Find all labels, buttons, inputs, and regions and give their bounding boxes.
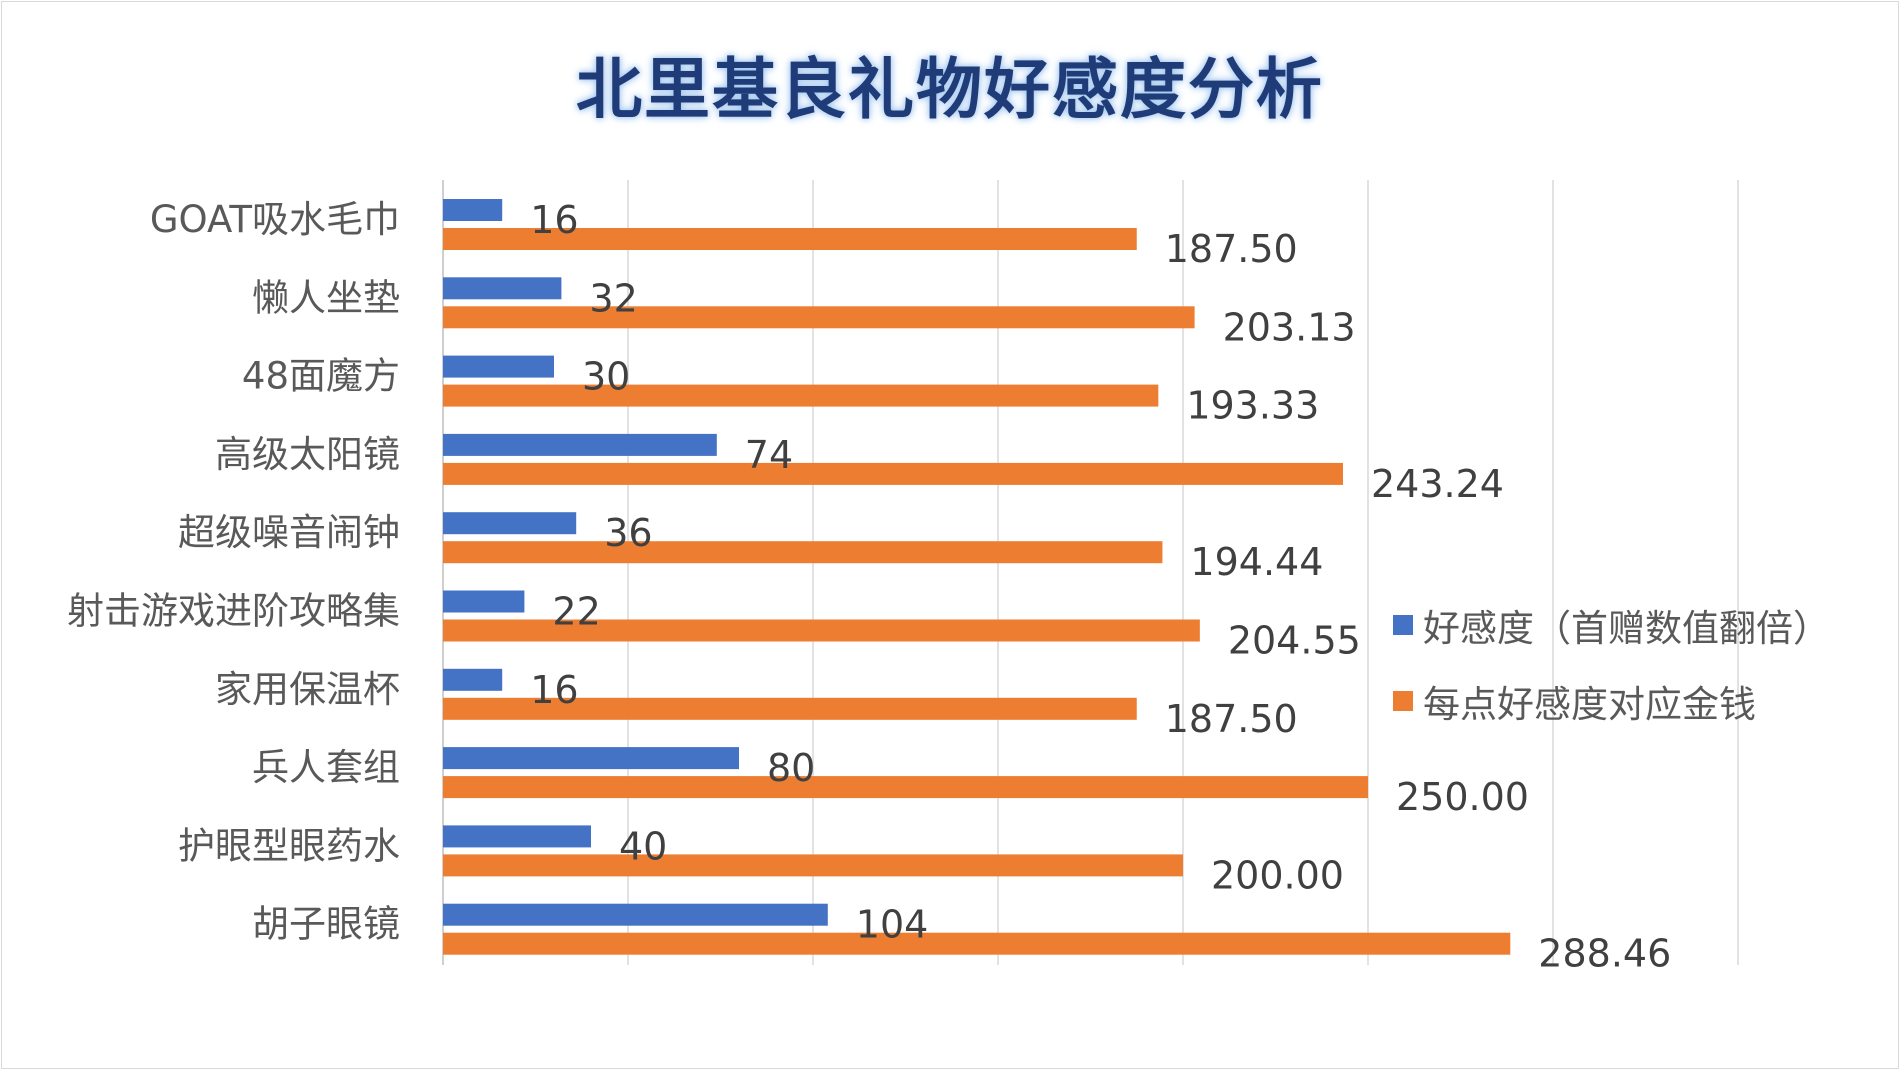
- bar-money: [443, 462, 1343, 485]
- bar-affection: [443, 199, 503, 221]
- legend-item-affection: 好感度（首赠数值翻倍）: [1393, 605, 1830, 650]
- bar-affection: [443, 668, 503, 691]
- value-label-money: 187.50: [1165, 697, 1298, 741]
- bar-money: [443, 854, 1183, 877]
- category-label: 超级噪音闹钟: [178, 511, 400, 554]
- category-label: GOAT吸水毛巾: [150, 198, 400, 241]
- value-label-affection: 22: [552, 590, 600, 634]
- value-label-money: 204.55: [1228, 619, 1361, 663]
- category-label: 48面魔方: [242, 355, 400, 398]
- category-label: 懒人坐垫: [252, 276, 400, 319]
- bars: [443, 199, 1511, 955]
- bar-affection: [443, 512, 577, 535]
- bar-money: [443, 619, 1200, 642]
- category-label: 胡子眼镜: [252, 903, 400, 946]
- bar-affection: [443, 277, 562, 300]
- bar-affection: [443, 747, 739, 770]
- chart-title: 北里基良礼物好感度分析: [576, 51, 1324, 128]
- value-label-affection: 36: [604, 511, 652, 555]
- bar-affection: [443, 355, 554, 378]
- bar-money: [443, 384, 1159, 407]
- bar-money: [443, 697, 1137, 720]
- value-labels: 16 187.50 32 203.13 30 193.33 74 243.24 36 194.44…: [530, 198, 1671, 976]
- bar-affection: [443, 825, 591, 848]
- category-label: 兵人套组: [252, 746, 400, 789]
- value-label-money: 187.50: [1165, 227, 1298, 271]
- value-label-affection: 40: [619, 824, 667, 868]
- value-label-affection: 104: [856, 903, 929, 947]
- legend-swatch-affection: [1393, 615, 1413, 635]
- value-label-money: 193.33: [1186, 384, 1319, 428]
- bar-money: [443, 541, 1163, 564]
- value-label-money: 203.13: [1223, 305, 1356, 349]
- legend-label-money: 每点好感度对应金钱: [1423, 683, 1756, 726]
- bar-money: [443, 776, 1368, 799]
- category-label: 高级太阳镜: [215, 433, 400, 476]
- bar-money: [443, 932, 1511, 955]
- value-label-affection: 30: [582, 355, 630, 399]
- legend-item-money: 每点好感度对应金钱: [1393, 681, 1830, 726]
- bar-affection: [443, 903, 828, 926]
- category-label: 护眼型眼药水: [178, 824, 400, 867]
- value-label-affection: 74: [745, 433, 793, 477]
- value-label-money: 288.46: [1538, 932, 1671, 976]
- value-label-affection: 16: [530, 668, 578, 712]
- value-label-money: 194.44: [1190, 540, 1323, 584]
- legend-label-affection: 好感度（首赠数值翻倍）: [1423, 607, 1830, 650]
- value-label-affection: 80: [767, 746, 815, 790]
- legend: 好感度（首赠数值翻倍） 每点好感度对应金钱: [1393, 605, 1830, 757]
- legend-swatch-money: [1393, 691, 1413, 711]
- category-label: 家用保温杯: [215, 668, 400, 711]
- bar-money: [443, 228, 1137, 250]
- value-label-affection: 16: [530, 198, 578, 242]
- value-label-money: 250.00: [1396, 775, 1529, 819]
- bar-money: [443, 306, 1195, 329]
- category-label: 射击游戏进阶攻略集: [67, 590, 400, 633]
- bar-affection: [443, 590, 525, 613]
- value-label-affection: 32: [589, 276, 637, 320]
- value-label-money: 243.24: [1371, 462, 1504, 506]
- value-label-money: 200.00: [1211, 853, 1344, 897]
- bar-affection: [443, 433, 717, 456]
